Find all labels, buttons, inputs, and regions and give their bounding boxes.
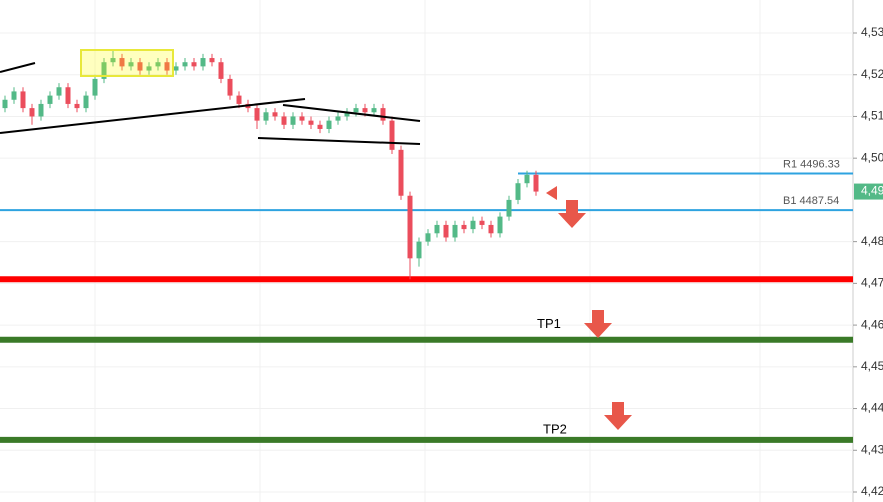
arrow-down [558,200,586,228]
candle-body [506,199,512,217]
price-tag-label: 4,49 [861,184,883,198]
candle-body [101,62,107,79]
arrows [546,186,632,430]
candle-body [272,112,278,117]
y-tick-label: 4,44 [861,401,883,415]
vertical-grid [94,0,761,502]
levels: R1 4496.33 B1 4487.54 TP1 TP2 [0,158,853,443]
candle-body [227,78,233,96]
candle-body [92,78,98,96]
candle-body [200,58,206,67]
candle-body [389,120,395,150]
candle-body [11,91,17,100]
candle-body [83,95,89,109]
candle-body [65,87,71,104]
candle-body [317,124,323,129]
candle-body [182,62,188,67]
arrow-left [546,186,557,200]
candle-body [461,224,467,230]
arrow-down [584,310,612,338]
grid [0,32,853,493]
candle-body [488,224,494,234]
candle-body [137,62,143,71]
price-tag [854,183,883,200]
candle-body [434,224,440,234]
candle-body [290,116,296,125]
y-tick-label: 4,48 [861,234,883,248]
candle-body [263,112,269,121]
candle-body [407,195,413,259]
candle-body [299,116,305,121]
candle-body [443,224,449,238]
candle-body [425,233,431,242]
drawings [0,49,421,145]
y-tick-label: 4,43 [861,442,883,456]
candle-body [515,183,521,200]
level-label: TP1 [537,316,561,331]
candle-body [119,58,125,67]
candle-body [308,120,314,125]
candle-body [236,95,242,104]
candle-body [380,108,386,121]
candle-body [191,62,197,67]
candle-body [209,58,215,63]
candle-body [281,116,287,125]
candle-body [362,108,368,113]
candle-body [128,62,134,67]
y-tick-label: 4,46 [861,317,883,331]
candle-body [56,87,62,96]
candle-body [146,66,152,71]
price-axis: 4,53 4,52 4,51 4,50 4,48 4,47 4,46 4,45 4,44 4,43… [853,25,883,498]
level-label: B1 4487.54 [783,195,839,207]
candle-body [452,224,458,238]
y-tick-label: 4,53 [861,25,883,39]
candle-body [218,62,224,79]
trendline [0,62,36,73]
y-tick-label: 4,50 [861,150,883,164]
arrow-down [604,402,632,430]
y-tick-label: 4,47 [861,276,883,290]
candle-body [74,103,80,109]
trendline [282,104,421,122]
candle-body [326,120,332,129]
candle-body [173,66,179,71]
candle-body [38,103,44,117]
candle-body [29,108,35,117]
candle-body [155,62,161,67]
y-tick-label: 4,42 [861,484,883,498]
candle-body [416,241,422,259]
candle-body [110,58,116,63]
candle-body [164,62,170,71]
candle-body [479,220,485,225]
level-label: TP2 [543,421,567,436]
highlight-box [80,49,174,77]
candle-body [20,91,26,109]
candle-body [371,108,377,113]
candle-body [524,174,530,184]
trendline [0,98,306,134]
y-tick-label: 4,51 [861,109,883,123]
candle-body [533,174,539,192]
candles [2,49,539,280]
candle-body [497,216,503,234]
candle-body [398,149,404,196]
candle-body [470,220,476,230]
candle-body [335,116,341,121]
trendline [257,137,421,145]
candle-body [2,99,8,109]
candle-body [353,108,359,113]
candle-body [344,112,350,117]
candle-body [47,95,53,104]
y-tick-label: 4,45 [861,359,883,373]
y-tick-label: 4,52 [861,67,883,81]
level-label: R1 4496.33 [783,158,840,170]
candle-body [254,108,260,121]
